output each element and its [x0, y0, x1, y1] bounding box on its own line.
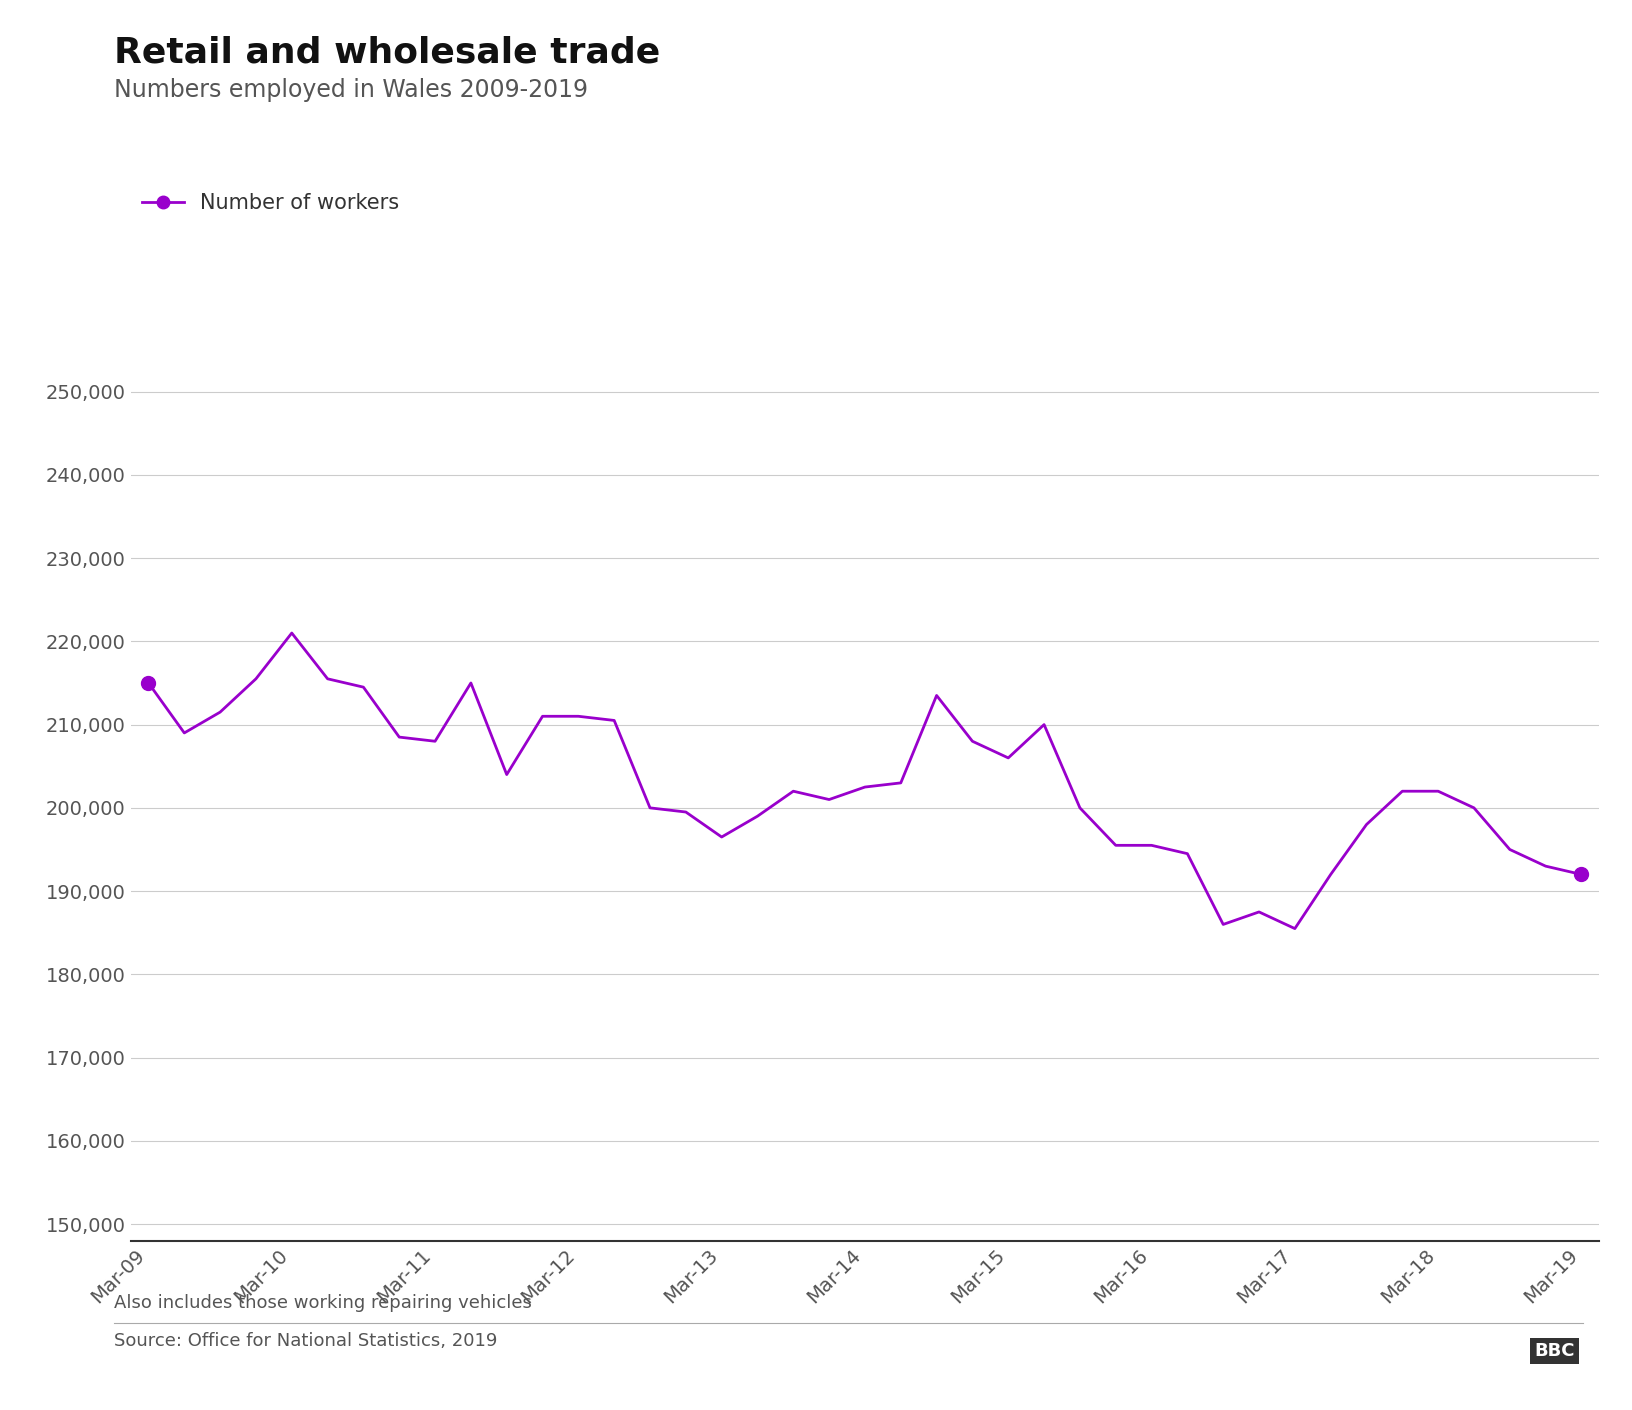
Text: Numbers employed in Wales 2009-2019: Numbers employed in Wales 2009-2019 — [114, 78, 588, 102]
Text: Source: Office for National Statistics, 2019: Source: Office for National Statistics, … — [114, 1332, 498, 1351]
Text: BBC: BBC — [1534, 1342, 1575, 1361]
Text: Also includes those working repairing vehicles: Also includes those working repairing ve… — [114, 1294, 532, 1313]
Legend: Number of workers: Number of workers — [134, 185, 408, 221]
Text: Retail and wholesale trade: Retail and wholesale trade — [114, 35, 661, 69]
